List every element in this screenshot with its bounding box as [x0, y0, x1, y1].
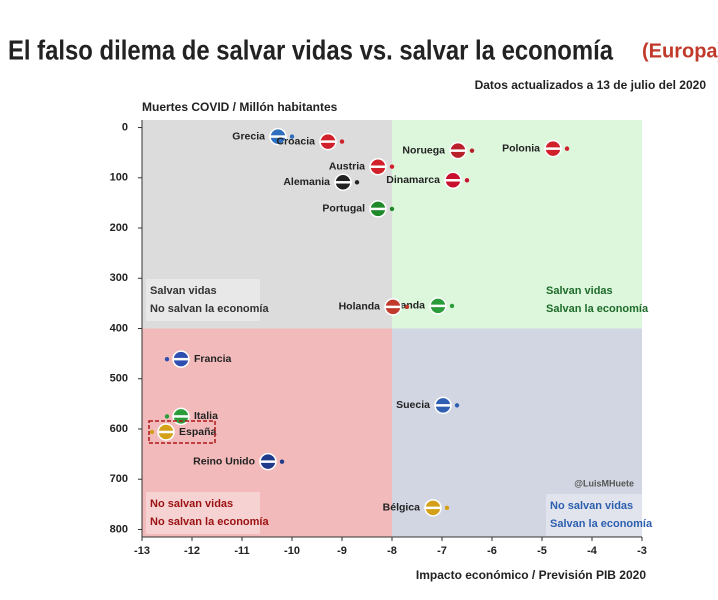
x-tick-label: -3 [637, 545, 647, 557]
point [279, 459, 285, 464]
quadrant-label: No salvan la economía [150, 516, 269, 528]
x-tick-label: -12 [184, 545, 200, 557]
point-label: Polonia [502, 142, 540, 154]
quadrant-label-box [146, 492, 260, 534]
x-tick-label: -7 [437, 545, 447, 557]
point-label: Bélgica [383, 502, 421, 514]
quadrant [392, 120, 642, 329]
point [164, 356, 170, 362]
point [564, 146, 570, 151]
y-tick-label: 700 [110, 473, 128, 485]
x-tick-label: -8 [387, 545, 397, 557]
x-tick-label: -9 [337, 545, 347, 557]
chart-title: El falso dilema de salvar vidas vs. salv… [8, 34, 613, 65]
credit: @LuisMHuete [574, 478, 634, 488]
point-label: España [179, 426, 217, 438]
x-tick-label: -5 [537, 545, 547, 557]
highlight-box [148, 420, 216, 444]
quadrant-label: Salvan vidas [546, 285, 613, 297]
quadrant [142, 120, 392, 329]
point-label: Grecia [232, 130, 265, 142]
point-label: Italia [194, 410, 218, 422]
point [449, 303, 455, 309]
region-label: (Europa) [642, 40, 718, 62]
point-label: Holanda [339, 301, 381, 313]
point-label: Dinamarca [386, 174, 440, 186]
point [389, 164, 395, 169]
x-tick-label: -13 [134, 545, 150, 557]
point [389, 206, 395, 212]
point [339, 139, 345, 144]
point [454, 403, 460, 408]
point [469, 148, 475, 153]
point [289, 134, 295, 139]
point-label: Noruega [402, 144, 445, 156]
point [444, 505, 450, 511]
y-tick-label: 600 [110, 423, 128, 435]
x-tick-label: -6 [487, 545, 497, 557]
point-label: Reino Unido [193, 455, 255, 467]
x-tick-label: -4 [587, 545, 598, 557]
x-tick-label: -10 [284, 545, 300, 557]
y-tick-label: 500 [110, 373, 128, 385]
y-tick-label: 300 [110, 272, 128, 284]
y-tick-label: 800 [110, 523, 128, 535]
point-label: Francia [194, 353, 232, 365]
point [149, 429, 155, 435]
quadrant-label-box [146, 279, 260, 321]
point-label: Portugal [322, 203, 365, 215]
subtitle: Datos actualizados a 13 de julio del 202… [475, 78, 707, 92]
y-tick-label: 100 [110, 172, 128, 184]
x-tick-label: -11 [234, 545, 249, 557]
point-label: Croacia [276, 135, 315, 147]
quadrant-label: No salvan vidas [550, 500, 633, 512]
point-label: Suecia [396, 399, 430, 411]
y-tick-label: 400 [110, 322, 128, 334]
point-label: Alemania [283, 176, 330, 188]
x-axis-label: Impacto económico / Previsión PIB 2020 [416, 568, 646, 582]
point-label: Austria [329, 161, 365, 173]
y-axis-label: Muertes COVID / Millón habitantes [142, 100, 338, 114]
y-tick-label: 200 [110, 222, 128, 234]
quadrant-label: Salvan la economía [550, 518, 653, 530]
quadrant-label: No salvan la economía [150, 303, 269, 315]
quadrant-label: Salvan la economía [546, 303, 649, 315]
point [354, 180, 360, 185]
point [404, 304, 410, 310]
quadrant-label: Salvan vidas [150, 285, 217, 297]
point [164, 414, 170, 419]
y-tick-label: 0 [122, 121, 128, 133]
point [464, 178, 470, 183]
quadrant-label-box [546, 494, 642, 536]
quadrant-label: No salvan vidas [150, 498, 233, 510]
